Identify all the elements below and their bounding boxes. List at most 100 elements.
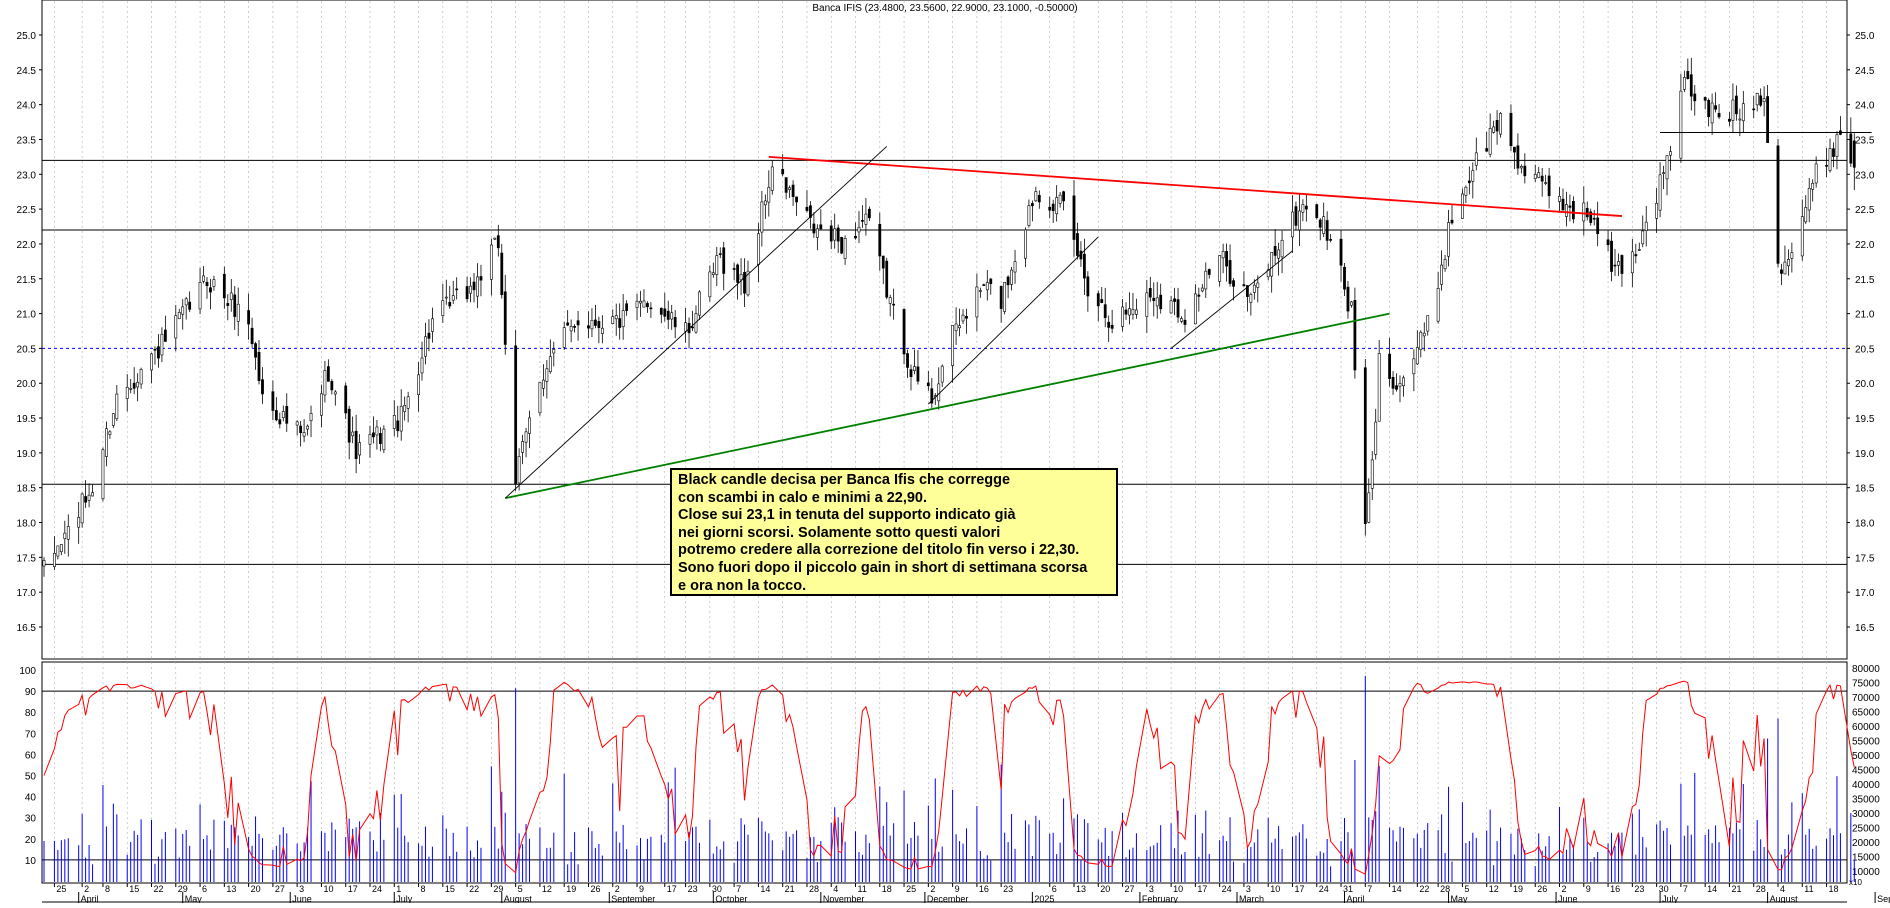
- candle-body: [999, 285, 1003, 309]
- candle-body: [663, 308, 667, 317]
- candle-body: [541, 379, 545, 389]
- candle-body: [843, 238, 847, 259]
- candle-body: [111, 413, 115, 426]
- candle-body: [80, 493, 84, 524]
- date-day-label: 17: [1294, 884, 1304, 894]
- candle-body: [333, 391, 337, 395]
- date-day-label: 10: [1173, 884, 1183, 894]
- date-day-label: 21: [785, 884, 795, 894]
- volume-tick-label: 55000: [1852, 737, 1880, 748]
- oscillator-tick-label: 80: [25, 708, 37, 719]
- candle-body: [1665, 155, 1669, 180]
- candle-body: [1051, 203, 1055, 212]
- candle-body: [926, 382, 930, 387]
- date-month-label: August: [1770, 894, 1799, 903]
- candle-body: [1592, 217, 1596, 220]
- candle-body: [1485, 148, 1489, 152]
- candle-body: [1291, 211, 1294, 238]
- candle-body: [1228, 260, 1232, 284]
- volume-tick-label: 50000: [1852, 751, 1880, 762]
- candle-body: [1315, 204, 1319, 219]
- candle-body: [795, 196, 798, 203]
- date-day-label: 24: [1222, 884, 1232, 894]
- candle-body: [132, 382, 136, 389]
- candle-body: [1585, 207, 1589, 218]
- date-day-label: 29: [493, 884, 503, 894]
- analysis-note: Black candle decisa per Banca Ifis che c…: [670, 468, 1118, 596]
- candle-body: [351, 431, 355, 437]
- date-day-label: 12: [542, 884, 552, 894]
- candle-body: [625, 303, 629, 311]
- candle-body: [302, 432, 306, 437]
- candle-body: [493, 237, 497, 240]
- volume-tick-label: 70000: [1852, 693, 1880, 704]
- candle-body: [937, 383, 941, 402]
- price-tick-label-left: 17.5: [17, 553, 37, 564]
- candle-body: [1145, 292, 1149, 317]
- candle-body: [115, 393, 119, 420]
- date-day-label: 21: [1731, 884, 1741, 894]
- candle-body: [358, 442, 361, 456]
- candle-body: [1790, 252, 1794, 259]
- candle-body: [233, 294, 237, 317]
- date-day-label: 22: [154, 884, 164, 894]
- candle-body: [129, 388, 133, 390]
- candle-body: [954, 323, 958, 332]
- date-day-label: 10: [323, 884, 333, 894]
- date-month-label: February: [1142, 894, 1179, 903]
- candle-body: [1398, 383, 1402, 387]
- candle-body: [382, 428, 386, 451]
- candle-body: [1363, 367, 1367, 525]
- candle-body: [646, 303, 649, 308]
- candle-body: [1849, 133, 1853, 164]
- volume-tick-label: 15000: [1852, 853, 1880, 864]
- candle-body: [892, 303, 896, 306]
- trendline: [504, 146, 888, 499]
- candle-body: [517, 456, 521, 484]
- candle-body: [930, 388, 934, 404]
- candle-body: [1298, 210, 1301, 231]
- candle-body: [202, 275, 205, 282]
- price-tick-label-right: 19.0: [1855, 449, 1875, 460]
- date-day-label: 28: [1440, 884, 1450, 894]
- date-day-label: 7: [1683, 884, 1688, 894]
- candle-body: [1728, 118, 1731, 122]
- candle-body: [1266, 269, 1270, 278]
- candle-body: [1662, 172, 1665, 174]
- volume-tick-label: 20000: [1852, 838, 1880, 849]
- candle-body: [767, 187, 771, 203]
- date-day-label: 2: [930, 884, 935, 894]
- candle-body: [1464, 186, 1468, 196]
- candle-body: [1412, 358, 1416, 375]
- price-tick-label-right: 23.5: [1855, 135, 1875, 146]
- date-day-label: 15: [445, 884, 455, 894]
- price-tick-label-left: 18.5: [17, 484, 37, 495]
- date-day-label: 28: [809, 884, 819, 894]
- candle-body: [59, 544, 63, 553]
- candle-body: [150, 353, 153, 371]
- candle-body: [659, 307, 663, 315]
- candle-body: [1568, 205, 1572, 208]
- date-day-label: 27: [275, 884, 285, 894]
- candle-body: [1128, 308, 1131, 316]
- date-day-label: 13: [1076, 884, 1086, 894]
- candle-body: [198, 282, 202, 310]
- candle-body: [1370, 459, 1374, 489]
- candle-body: [1762, 98, 1766, 103]
- candle-body: [1637, 249, 1641, 251]
- candle-body: [1436, 287, 1440, 322]
- price-tick-label-left: 23.5: [17, 135, 37, 146]
- candle-body: [958, 325, 961, 329]
- candle-body: [420, 357, 424, 374]
- candle-body: [1245, 285, 1249, 297]
- candle-body: [587, 325, 590, 329]
- candle-body: [1200, 287, 1204, 292]
- candle-body: [805, 206, 809, 211]
- candle-body: [611, 316, 615, 324]
- candle-body: [635, 300, 639, 308]
- candle-body: [431, 318, 434, 332]
- oscillator-line: [43, 680, 1855, 876]
- candle-body: [1242, 284, 1246, 287]
- candle-body: [1776, 145, 1780, 264]
- candle-body: [1076, 233, 1079, 256]
